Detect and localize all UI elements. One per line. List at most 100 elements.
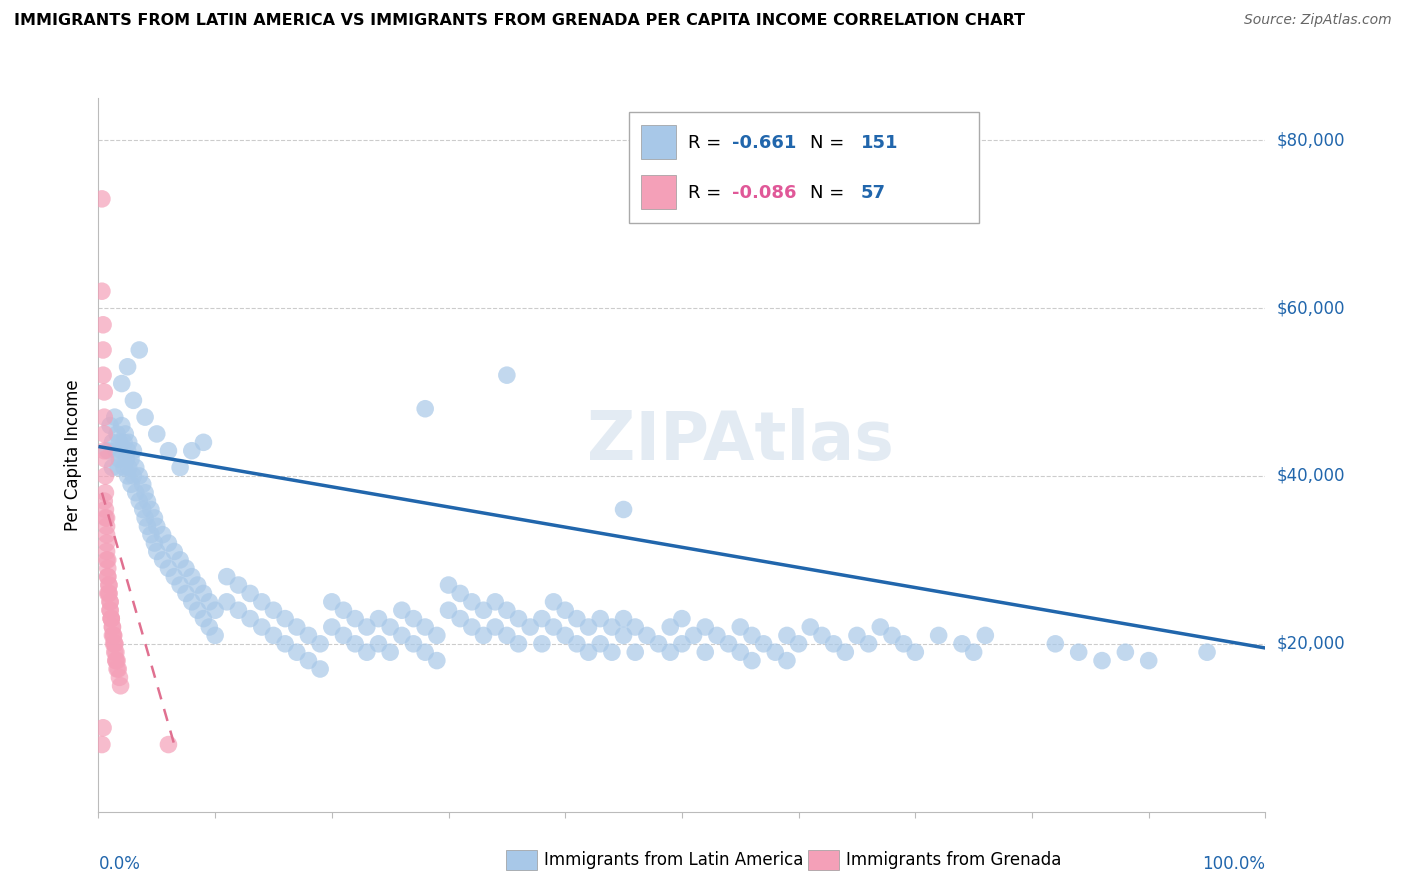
Point <box>97 578 120 592</box>
Point <box>671 637 693 651</box>
Point <box>413 401 436 416</box>
Point <box>215 595 238 609</box>
Point <box>449 612 471 626</box>
Text: Source: ZipAtlas.com: Source: ZipAtlas.com <box>1244 13 1392 28</box>
Point <box>104 637 127 651</box>
Point <box>426 628 449 642</box>
Point <box>139 527 162 541</box>
Point <box>204 603 226 617</box>
Point <box>114 426 136 441</box>
Point <box>285 620 308 634</box>
Point <box>136 519 159 533</box>
Point <box>97 586 120 600</box>
Text: $80,000: $80,000 <box>1277 131 1346 149</box>
Point <box>636 628 658 642</box>
Point <box>93 410 115 425</box>
Point <box>565 637 588 651</box>
Point <box>110 679 132 693</box>
Point <box>309 637 332 651</box>
Point <box>495 368 517 383</box>
Point <box>612 628 634 642</box>
Point <box>94 452 117 467</box>
Point <box>554 603 576 617</box>
Point <box>125 460 148 475</box>
Point <box>1067 645 1090 659</box>
Point <box>367 612 389 626</box>
Point <box>112 435 135 450</box>
Point <box>321 620 343 634</box>
Point <box>285 645 308 659</box>
Point <box>128 343 150 357</box>
Point <box>869 620 891 634</box>
Point <box>741 654 763 668</box>
Text: $40,000: $40,000 <box>1277 467 1346 485</box>
Point <box>378 645 402 659</box>
Text: Immigrants from Grenada: Immigrants from Grenada <box>846 851 1062 869</box>
Point <box>103 637 125 651</box>
Point <box>367 637 389 651</box>
Point <box>297 628 319 642</box>
Point <box>391 603 413 617</box>
Point <box>187 578 209 592</box>
Point <box>104 645 127 659</box>
Point <box>413 620 436 634</box>
Point <box>180 595 202 609</box>
Text: N =: N = <box>810 134 851 152</box>
Point <box>543 620 565 634</box>
Point <box>100 612 122 626</box>
Point <box>484 620 506 634</box>
Point <box>103 628 125 642</box>
Point <box>120 452 142 467</box>
Point <box>104 443 127 458</box>
Point <box>90 192 112 206</box>
FancyBboxPatch shape <box>641 175 676 209</box>
Point <box>880 628 903 642</box>
Text: -0.086: -0.086 <box>733 184 797 202</box>
Point <box>402 637 425 651</box>
Point <box>437 603 460 617</box>
Point <box>730 620 752 634</box>
Point <box>104 654 127 668</box>
Point <box>495 628 517 642</box>
Point <box>157 536 180 550</box>
Point <box>97 553 120 567</box>
Point <box>730 645 752 659</box>
Point <box>461 620 484 634</box>
Point <box>91 318 114 332</box>
Point <box>928 628 950 642</box>
Point <box>134 511 156 525</box>
Point <box>108 452 131 467</box>
Point <box>101 620 124 634</box>
Point <box>600 620 623 634</box>
Point <box>321 595 343 609</box>
Point <box>111 376 134 391</box>
FancyBboxPatch shape <box>641 125 676 159</box>
Point <box>97 443 120 458</box>
Point <box>174 586 197 600</box>
Point <box>108 670 131 684</box>
Point <box>193 612 215 626</box>
Point <box>508 637 530 651</box>
Point <box>105 662 128 676</box>
Point <box>93 494 115 508</box>
Point <box>682 628 704 642</box>
Point <box>98 595 121 609</box>
Point <box>193 586 215 600</box>
Point <box>107 460 129 475</box>
FancyBboxPatch shape <box>630 112 980 223</box>
Point <box>157 443 180 458</box>
Point <box>117 359 139 374</box>
Text: 0.0%: 0.0% <box>98 855 141 872</box>
Point <box>198 620 221 634</box>
Point <box>157 738 180 752</box>
Point <box>1091 654 1114 668</box>
Point <box>117 443 139 458</box>
Point <box>152 527 174 541</box>
Point <box>647 637 669 651</box>
Point <box>94 511 117 525</box>
Point <box>96 544 118 558</box>
Point <box>96 519 118 533</box>
Text: IMMIGRANTS FROM LATIN AMERICA VS IMMIGRANTS FROM GRENADA PER CAPITA INCOME CORRE: IMMIGRANTS FROM LATIN AMERICA VS IMMIGRA… <box>14 13 1025 29</box>
Y-axis label: Per Capita Income: Per Capita Income <box>65 379 83 531</box>
Point <box>146 544 169 558</box>
